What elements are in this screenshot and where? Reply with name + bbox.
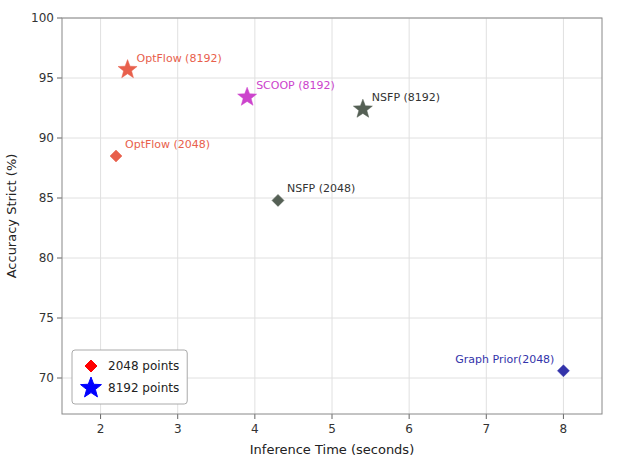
legend-label: 8192 points [108, 381, 179, 395]
point [118, 60, 137, 78]
x-tick [409, 414, 410, 419]
chart: 2 3 4 5 6 7 8 70 75 80 85 90 95 100 Inference Time (se… [0, 0, 620, 466]
y-tick [57, 78, 62, 79]
y-tick-label: 90 [39, 131, 54, 145]
y-tick-label: 80 [39, 251, 54, 265]
y-tick [57, 378, 62, 379]
legend-box [72, 350, 187, 404]
y-tick [57, 318, 62, 319]
y-tick-label: 95 [39, 71, 54, 85]
y-tick-label: 75 [39, 311, 54, 325]
plot-background [62, 18, 602, 414]
x-tick-label: 3 [174, 422, 182, 436]
y-tick-label: 85 [39, 191, 54, 205]
x-tick [177, 414, 178, 419]
y-tick [57, 138, 62, 139]
y-tick [57, 198, 62, 199]
plot-frame [62, 18, 602, 414]
point-annotation: NSFP (2048) [287, 182, 355, 195]
y-grid-line [62, 258, 602, 259]
point-annotation: NSFP (8192) [372, 91, 440, 104]
x-tick-label: 2 [97, 422, 105, 436]
x-grid-line [254, 18, 255, 414]
x-tick [332, 414, 333, 419]
x-grid-line [409, 18, 410, 414]
point-annotation: Graph Prior(2048) [455, 353, 554, 366]
annotations: OptFlow (2048) NSFP (2048) Graph Prior(204… [125, 52, 554, 366]
x-tick [100, 414, 101, 419]
x-tick-label: 6 [405, 422, 413, 436]
legend-label: 2048 points [108, 359, 179, 373]
y-tick-label: 70 [39, 371, 54, 385]
point [557, 365, 569, 377]
x-tick-label: 7 [482, 422, 490, 436]
y-tick [57, 258, 62, 259]
y-tick [57, 18, 62, 19]
legend: 2048 points 8192 points [72, 350, 187, 404]
x-tick [563, 414, 564, 419]
point-annotation: OptFlow (2048) [125, 138, 210, 151]
point [238, 87, 257, 105]
x-tick-label: 5 [328, 422, 336, 436]
y-axis-label: Accuracy Strict (%) [4, 154, 19, 279]
x-tick-label: 8 [560, 422, 568, 436]
point-annotation: OptFlow (8192) [137, 52, 222, 65]
y-tick-label: 100 [31, 11, 54, 25]
point [110, 150, 122, 162]
legend-marker [85, 360, 97, 372]
point [353, 99, 372, 117]
point [272, 194, 284, 206]
points [110, 60, 569, 377]
x-tick [254, 414, 255, 419]
x-grid-line [563, 18, 564, 414]
x-tick [486, 414, 487, 419]
x-axis-label: Inference Time (seconds) [250, 442, 414, 457]
y-grid-line [62, 198, 602, 199]
x-tick-label: 4 [251, 422, 259, 436]
grid [62, 18, 602, 414]
legend-marker [81, 377, 102, 397]
x-grid-line [332, 18, 333, 414]
y-grid-line [62, 318, 602, 319]
point-annotation: SCOOP (8192) [256, 79, 335, 92]
